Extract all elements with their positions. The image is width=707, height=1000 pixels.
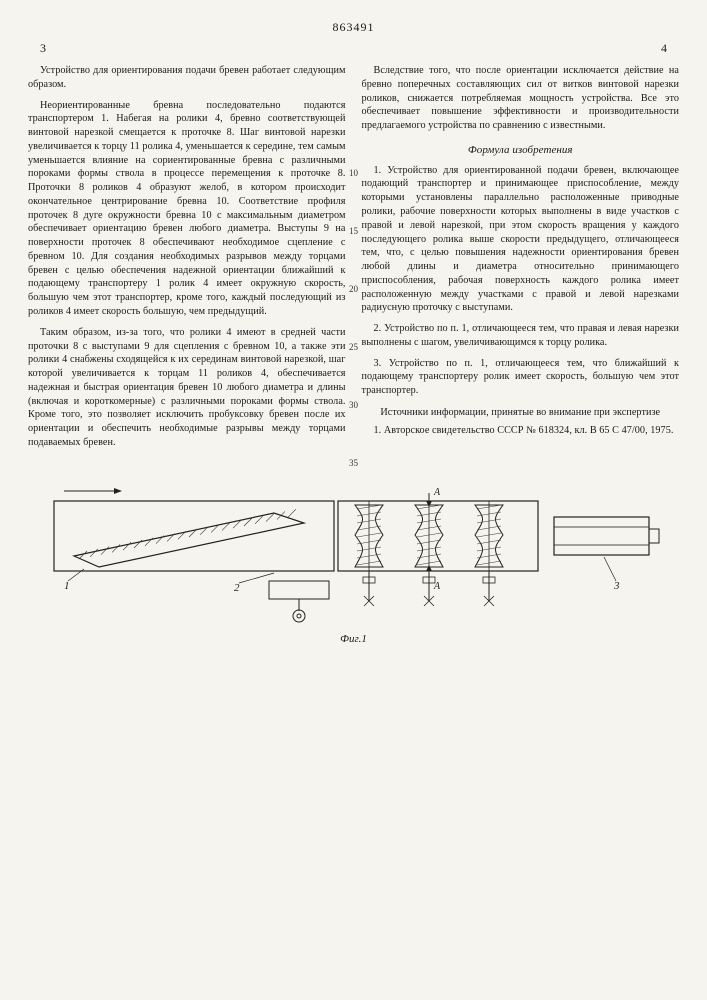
svg-text:A: A: [433, 487, 441, 498]
references-heading: Источники информации, принятые во вниман…: [362, 406, 680, 420]
paragraph: Неориентированные бревна последовательно…: [28, 99, 346, 319]
svg-text:3: 3: [613, 580, 620, 592]
document-number: 863491: [28, 20, 679, 35]
claim: 2. Устройство по п. 1, отличающееся тем,…: [362, 322, 680, 350]
column-page-numbers: 3 4: [28, 41, 679, 56]
page-num-right: 4: [661, 41, 667, 56]
paragraph: Таким образом, из-за того, что ролики 4 …: [28, 326, 346, 450]
patent-page: 863491 3 4 10 15 20 25 30 35 Устройство …: [0, 0, 707, 1000]
page-num-left: 3: [40, 41, 46, 56]
line-num: 15: [347, 226, 361, 236]
line-num: 20: [347, 284, 361, 294]
figure-1: 1 2 A A 3 Фиг.1: [28, 471, 679, 645]
claim: 3. Устройство по п. 1, отличающееся тем,…: [362, 357, 680, 398]
paragraph: Устройство для ориентирования подачи бре…: [28, 64, 346, 92]
line-num: 35: [347, 458, 361, 468]
line-num: 30: [347, 400, 361, 410]
paragraph: Вследствие того, что после ориентации ис…: [362, 64, 680, 133]
figure-label: Фиг.1: [28, 633, 679, 645]
line-number-gutter: 10 15 20 25 30 35: [347, 70, 361, 468]
column-left: Устройство для ориентирования подачи бре…: [28, 64, 346, 457]
figure-drawing: 1 2 A A 3: [44, 471, 664, 631]
svg-text:1: 1: [64, 580, 70, 592]
claim: 1. Устройство для ориентированной подачи…: [362, 164, 680, 315]
svg-text:A: A: [433, 581, 441, 592]
svg-text:2: 2: [234, 582, 240, 594]
line-num: 10: [347, 168, 361, 178]
reference: 1. Авторское свидетельство СССР № 618324…: [362, 424, 680, 438]
line-num: 25: [347, 342, 361, 352]
column-right: Вследствие того, что после ориентации ис…: [362, 64, 680, 457]
claims-heading: Формула изобретения: [362, 143, 680, 158]
